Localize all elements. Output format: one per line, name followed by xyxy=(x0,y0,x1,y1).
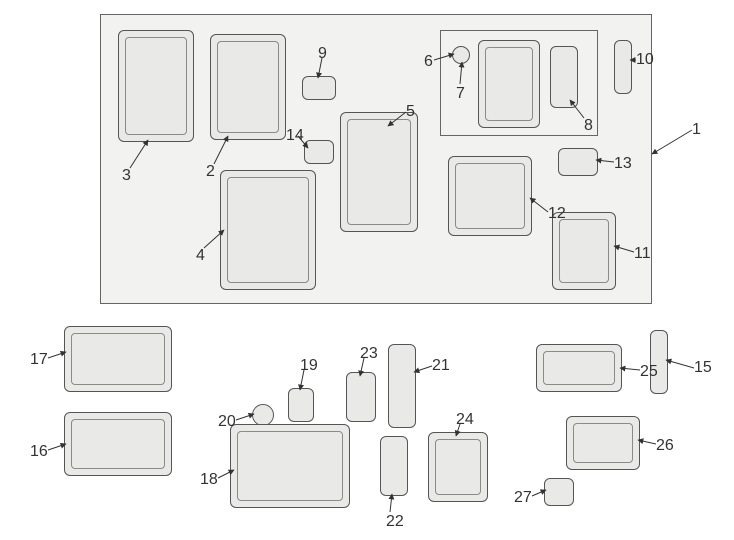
callout-1: 1 xyxy=(692,122,701,138)
part-22 xyxy=(380,436,408,496)
part-27 xyxy=(544,478,574,506)
callout-25: 25 xyxy=(640,364,658,380)
part-7 xyxy=(452,46,470,64)
part-24 xyxy=(428,432,488,502)
part-4 xyxy=(220,170,316,290)
callout-5: 5 xyxy=(406,104,415,120)
part-13 xyxy=(558,148,598,176)
part-20 xyxy=(252,404,274,426)
part-9 xyxy=(302,76,336,100)
callout-11: 11 xyxy=(634,246,651,262)
part-17 xyxy=(64,326,172,392)
part-11 xyxy=(552,212,616,290)
part-26 xyxy=(566,416,640,470)
part-21 xyxy=(388,344,416,428)
part-5 xyxy=(340,112,418,232)
callout-7: 7 xyxy=(456,86,465,102)
callout-9: 9 xyxy=(318,46,327,62)
callout-12: 12 xyxy=(548,206,566,222)
part-12 xyxy=(448,156,532,236)
callout-6: 6 xyxy=(424,54,433,70)
part-6 xyxy=(478,40,540,128)
part-8 xyxy=(550,46,578,108)
callout-22: 22 xyxy=(386,514,404,530)
callout-13: 13 xyxy=(614,156,632,172)
part-15 xyxy=(650,330,668,394)
callout-24: 24 xyxy=(456,412,474,428)
callout-4: 4 xyxy=(196,248,205,264)
part-3 xyxy=(118,30,194,142)
part-16 xyxy=(64,412,172,476)
callout-17: 17 xyxy=(30,352,48,368)
callout-15: 15 xyxy=(694,360,712,376)
callout-2: 2 xyxy=(206,164,215,180)
callout-21: 21 xyxy=(432,358,450,374)
diagram-stage: 1 2 3 4 5 6 7 8 9 10 11 12 13 14 15 16 1… xyxy=(0,0,734,540)
part-14 xyxy=(304,140,334,164)
callout-14: 14 xyxy=(286,128,304,144)
callout-10: 10 xyxy=(636,52,654,68)
part-2 xyxy=(210,34,286,140)
part-19 xyxy=(288,388,314,422)
callout-20: 20 xyxy=(218,414,236,430)
callout-3: 3 xyxy=(122,168,131,184)
part-25 xyxy=(536,344,622,392)
callout-18: 18 xyxy=(200,472,218,488)
callout-23: 23 xyxy=(360,346,378,362)
callout-8: 8 xyxy=(584,118,593,134)
callout-26: 26 xyxy=(656,438,674,454)
callout-19: 19 xyxy=(300,358,318,374)
callout-27: 27 xyxy=(514,490,532,506)
part-18 xyxy=(230,424,350,508)
part-23 xyxy=(346,372,376,422)
callout-16: 16 xyxy=(30,444,48,460)
part-10 xyxy=(614,40,632,94)
